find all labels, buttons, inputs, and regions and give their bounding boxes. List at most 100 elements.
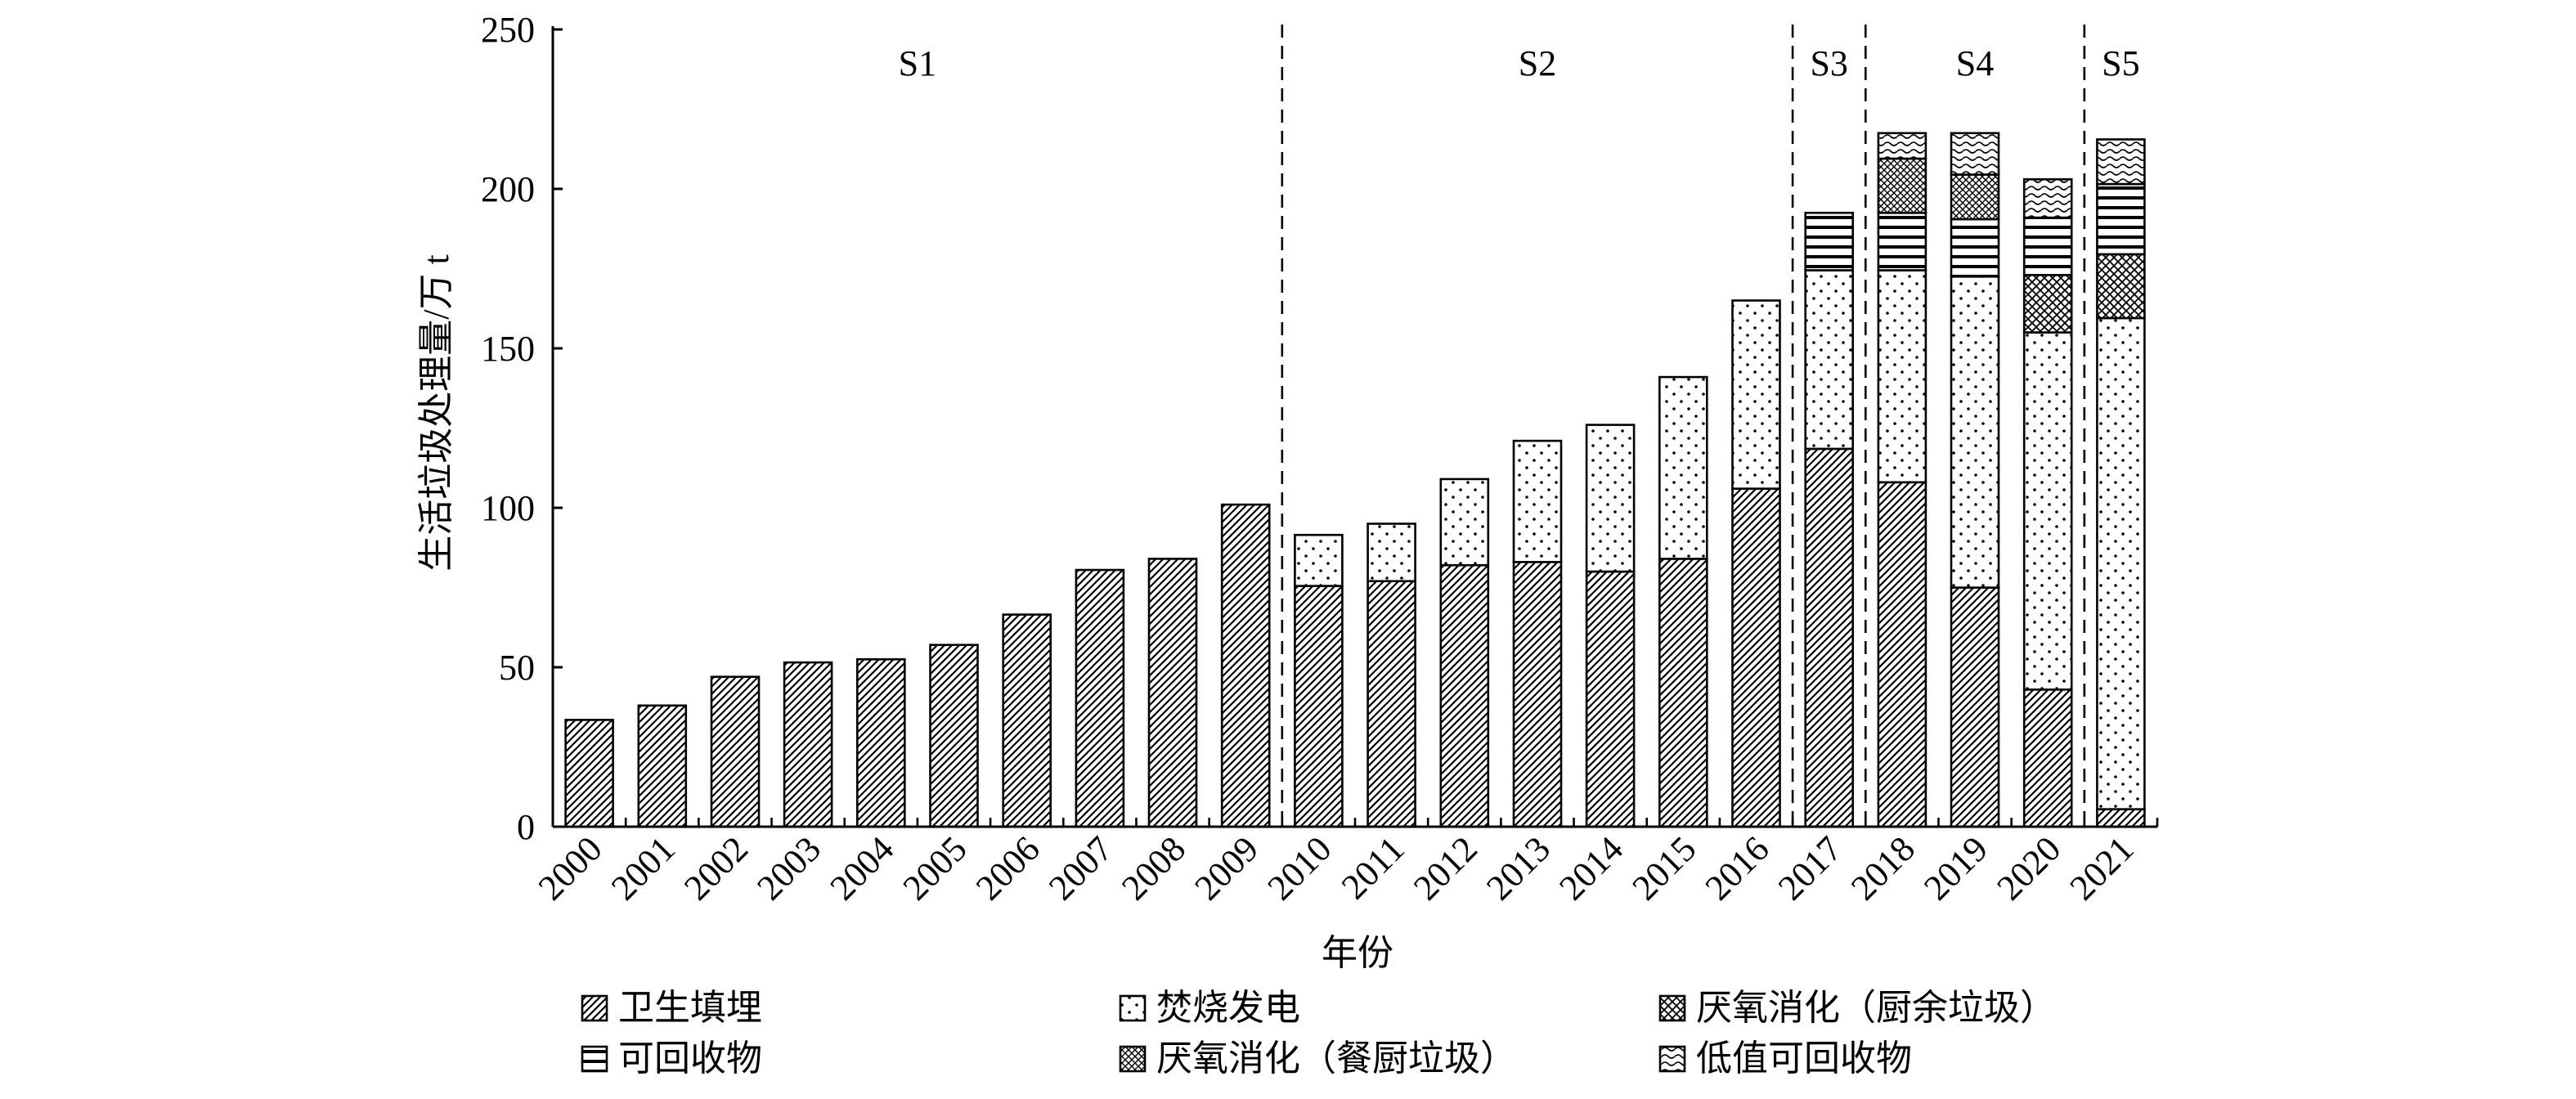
legend-swatch [1658,994,1686,1022]
x-tick-label: 2018 [1843,828,1923,908]
bar-segment-2012-series-1 [1439,478,1490,567]
legend-label: 焚烧发电 [1156,988,1300,1028]
bar-segment-2004-series-0 [856,657,906,828]
bar-segment-2016-series-1 [1731,299,1781,490]
y-tick-label: 0 [517,807,535,847]
x-axis-title: 年份 [1322,933,1393,973]
y-tick-label: 200 [481,169,535,209]
x-tick-label: 2011 [1334,828,1412,907]
y-tick-label: 250 [481,10,535,50]
stage-label-S4: S4 [1956,43,1994,83]
stage-labels: S1 S2 S3 S4 S5 [899,43,2140,83]
bar-segment-2021-series-1 [2096,316,2146,810]
bar-segment-2015-series-0 [1658,558,1708,828]
bar-segment-2013-series-1 [1512,439,1563,563]
x-tick-labels: 2000200120022003200420052006200720082009… [531,828,2142,908]
bar-segment-2014-series-0 [1585,570,1636,828]
x-tick-label: 2021 [2062,828,2142,908]
legend-swatch [1119,1045,1147,1073]
y-tick-labels: 0 50 100 150 200 250 [481,10,535,847]
legend-swatch [1658,1045,1686,1073]
x-tick-label: 2006 [968,828,1048,908]
bar-segment-2000-series-0 [564,719,614,828]
bar-segment-2002-series-0 [710,675,761,828]
bar-segment-2007-series-0 [1075,568,1125,828]
y-axis-title: 生活垃圾处理量/万 t [416,254,456,571]
x-tick-label: 2004 [822,828,901,908]
bar-segment-2014-series-1 [1585,424,1636,573]
bar-segment-2019-series-5 [1950,132,2000,176]
stage-label-S2: S2 [1519,43,1556,83]
bar-segment-2020-series-0 [2022,688,2073,828]
x-tick-label: 2009 [1187,828,1266,908]
bar-segment-2017-series-3 [1804,211,1854,271]
bar-segment-2019-series-1 [1950,275,2000,589]
bar-segment-2012-series-0 [1439,563,1490,828]
bar-segment-2021-series-3 [2096,182,2146,256]
stage-dividers [1281,25,2086,827]
bar-segment-2020-series-3 [2022,216,2073,276]
x-tick-label: 2015 [1624,828,1703,908]
x-tick-label: 2014 [1551,828,1631,908]
x-tick-label: 2007 [1041,828,1120,908]
legend-label: 可回收物 [618,1038,762,1079]
bar-segment-2010-series-0 [1294,585,1344,828]
bar-segment-2019-series-4 [1950,173,2000,221]
stage-label-S3: S3 [1810,43,1847,83]
bar-segment-2006-series-0 [1002,613,1052,828]
bar-segment-2018-series-3 [1877,211,1928,271]
y-tick-label: 50 [499,648,535,688]
bar-segment-2008-series-0 [1147,558,1198,828]
x-tick-label: 2000 [531,828,610,908]
bar-segment-2010-series-1 [1294,533,1344,587]
bar-segment-2019-series-0 [1950,586,2000,828]
axes [551,26,2159,828]
x-tick-label: 2005 [895,828,975,908]
x-tick-label: 2003 [749,828,828,908]
bar-segment-2020-series-5 [2022,178,2073,219]
bar-segment-2013-series-0 [1512,560,1563,828]
x-tick-label: 2016 [1698,828,1777,908]
x-tick-label: 2013 [1479,828,1558,908]
bar-segment-2018-series-0 [1877,481,1928,828]
legend-label: 厌氧消化（厨余垃圾） [1696,988,2056,1028]
x-tick-label: 2001 [604,828,683,908]
bar-segment-2005-series-0 [929,644,979,828]
bar-segment-2015-series-1 [1658,375,1708,560]
bar-segment-2018-series-4 [1877,157,1928,214]
bar-segment-2003-series-0 [783,661,833,828]
bar-segment-2011-series-1 [1367,523,1416,582]
x-tick-label: 2012 [1406,828,1485,908]
legend: 卫生填埋 焚烧发电 厌氧消化（厨余垃圾） 可回收物 厌氧消化（餐厨垃圾） 低值可回收物 [581,988,2056,1079]
bars [564,132,2146,828]
bar-segment-2021-series-0 [2096,808,2146,828]
y-tick-label: 150 [481,329,535,369]
stage-label-S1: S1 [899,43,936,83]
x-tick-label: 2019 [1916,828,1995,908]
x-tick-label: 2010 [1260,828,1340,908]
bar-segment-2021-series-2 [2096,253,2146,320]
bar-segment-2020-series-1 [2022,331,2073,691]
legend-swatch [581,1045,608,1073]
bar-segment-2021-series-5 [2096,138,2146,186]
legend-label: 卫生填埋 [618,988,762,1028]
legend-swatch [1119,994,1147,1022]
bar-segment-2016-series-0 [1731,487,1781,828]
bar-segment-2020-series-2 [2022,273,2073,334]
x-tick-label: 2008 [1114,828,1193,908]
bar-segment-2001-series-0 [637,704,688,828]
bar-segment-2011-series-0 [1367,580,1416,828]
legend-label: 低值可回收物 [1696,1038,1912,1079]
legend-swatch [581,994,608,1022]
stage-label-S5: S5 [2102,43,2139,83]
y-tick-label: 100 [481,488,535,528]
bar-segment-2009-series-0 [1220,503,1271,828]
x-tick-label: 2017 [1770,828,1850,908]
legend-label: 厌氧消化（餐厨垃圾） [1156,1038,1516,1079]
bar-segment-2017-series-1 [1804,269,1854,451]
bar-segment-2018-series-1 [1877,269,1928,484]
bar-segment-2017-series-0 [1804,447,1854,828]
bar-segment-2019-series-3 [1950,218,2000,278]
bar-segment-2018-series-5 [1877,132,1928,160]
x-tick-label: 2020 [1989,828,2068,908]
